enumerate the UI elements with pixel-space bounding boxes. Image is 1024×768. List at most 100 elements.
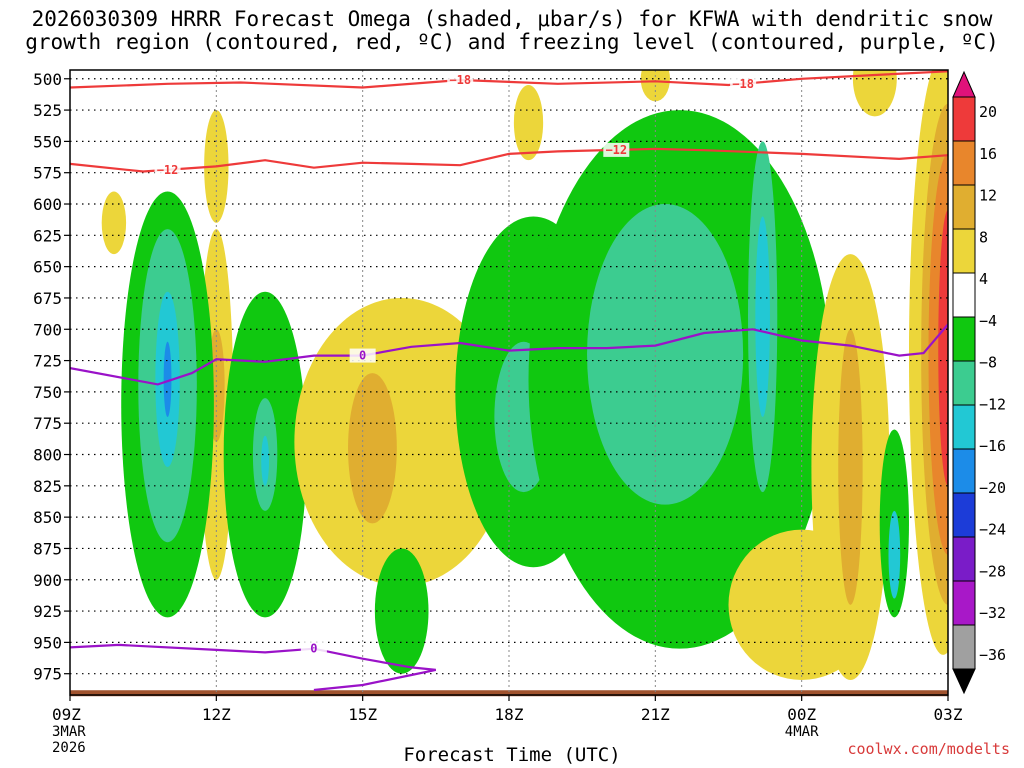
y-tick-label-550: 550 — [33, 132, 62, 151]
y-tick-label-750: 750 — [33, 383, 62, 402]
colorbar-bin-9 — [952, 492, 976, 538]
colorbar-bin-3 — [952, 228, 976, 274]
omega-cell-0 — [101, 191, 127, 255]
freezing-contour-line-1 — [70, 643, 437, 692]
contour-layer: −18 −18 −12 −12 0 0 — [70, 70, 948, 692]
y-tick-label-625: 625 — [33, 226, 62, 245]
x-tick-date-00Z: 4MAR — [785, 724, 819, 740]
chart-title-line-2: growth region (contoured, red, ºC) and f… — [25, 30, 999, 54]
y-tick-label-600: 600 — [33, 195, 62, 214]
colorbar-label-4: 4 — [979, 270, 988, 288]
dgz-contour-line-0 — [70, 70, 948, 89]
y-axis-pressure-ticks: 500 525 550 575 600 625 650 675 700 725 750 775 800 8… — [33, 70, 70, 684]
y-tick-label-675: 675 — [33, 289, 62, 308]
colorbar-bin-2 — [952, 184, 976, 230]
y-tick-label-875: 875 — [33, 539, 62, 558]
chart-title-line-1: 2026030309 HRRR Forecast Omega (shaded, … — [31, 7, 993, 31]
dgz-contour-label-bg-1 — [730, 76, 757, 91]
colorbar-bin-7 — [952, 404, 976, 450]
y-tick-label-975: 975 — [33, 665, 62, 684]
dgz-contour-label-1: −18 — [732, 77, 754, 91]
freezing-contour-label-bg-0 — [349, 348, 376, 363]
colorbar-label-5: −4 — [979, 312, 997, 330]
colorbar-label-3: 8 — [979, 228, 988, 246]
omega-shading-layer — [101, 70, 948, 680]
dgz-contour-line-2 — [70, 147, 948, 173]
x-tick-label-18Z: 18Z — [495, 705, 524, 724]
x-tick-year-09Z: 2026 — [52, 740, 86, 756]
omega-cell-29 — [938, 210, 948, 486]
dgz-contour-label-bg-3 — [603, 142, 630, 157]
y-tick-label-650: 650 — [33, 258, 62, 277]
colorbar-label-10: −24 — [979, 521, 1006, 539]
y-tick-label-800: 800 — [33, 446, 62, 465]
omega-cell-7 — [163, 341, 172, 417]
omega-cell-31 — [852, 70, 897, 117]
colorbar-label-0: 20 — [979, 103, 997, 121]
omega-cell-14 — [513, 85, 544, 161]
x-tick-label-03Z: 03Z — [934, 705, 963, 724]
omega-cell-11 — [294, 297, 510, 587]
colorbar-bin-1 — [952, 140, 976, 186]
y-tick-label-725: 725 — [33, 352, 62, 371]
colorbar-label-2: 12 — [979, 187, 997, 205]
y-tick-label-775: 775 — [33, 414, 62, 433]
y-tick-label-900: 900 — [33, 571, 62, 590]
omega-cell-30 — [640, 70, 670, 102]
omega-colorbar: 20 16 12 8 4 −4 −8 −12 −16 −20 −24 −28 −32 −36 — [952, 70, 1006, 695]
y-tick-label-925: 925 — [33, 602, 62, 621]
ground-terrain-band — [70, 690, 948, 697]
freezing-contour-line-0 — [70, 323, 948, 386]
colorbar-under-arrow — [952, 668, 976, 695]
x-tick-label-12Z: 12Z — [202, 705, 231, 724]
omega-cell-12 — [348, 373, 397, 524]
colorbar-label-7: −12 — [979, 395, 1006, 413]
colorbar-label-8: −16 — [979, 437, 1006, 455]
omega-cell-20 — [755, 216, 770, 417]
colorbar-label-11: −28 — [979, 562, 1006, 580]
y-tick-label-825: 825 — [33, 477, 62, 496]
omega-cell-25 — [888, 510, 901, 599]
x-tick-label-15Z: 15Z — [348, 705, 377, 724]
x-tick-date-09Z: 3MAR — [52, 724, 86, 740]
y-tick-label-850: 850 — [33, 508, 62, 527]
y-tick-label-575: 575 — [33, 164, 62, 183]
omega-cell-23 — [838, 329, 863, 605]
colorbar-bin-10 — [952, 536, 976, 582]
colorbar-label-9: −20 — [979, 479, 1006, 497]
ground-band — [70, 690, 948, 697]
colorbar-label-1: 16 — [979, 145, 997, 163]
site-credit[interactable]: coolwx.com/modelts — [847, 740, 1010, 758]
dgz-contour-label-bg-2 — [154, 162, 181, 177]
freezing-contour-label-0: 0 — [359, 349, 366, 363]
dgz-contour-label-0: −18 — [449, 73, 471, 87]
dgz-contour-label-3: −12 — [605, 143, 627, 157]
dgz-contour-label-bg-0 — [447, 73, 474, 88]
y-tick-label-700: 700 — [33, 320, 62, 339]
colorbar-bin-5 — [952, 316, 976, 362]
colorbar-bin-12 — [952, 624, 976, 670]
x-axis-title: Forecast Time (UTC) — [403, 744, 621, 766]
y-tick-label-500: 500 — [33, 70, 62, 89]
colorbar-bin-4 — [952, 272, 976, 318]
colorbar-label-6: −8 — [979, 354, 997, 372]
grid-lines — [70, 70, 948, 695]
freezing-contour-label-bg-1 — [300, 641, 327, 656]
colorbar-label-12: −32 — [979, 604, 1006, 622]
colorbar-bin-8 — [952, 448, 976, 494]
x-tick-label-21Z: 21Z — [641, 705, 670, 724]
y-tick-label-950: 950 — [33, 633, 62, 652]
omega-cell-10 — [261, 435, 270, 486]
omega-cell-18 — [587, 204, 744, 505]
x-tick-label-09Z: 09Z — [52, 705, 81, 724]
colorbar-bin-6 — [952, 360, 976, 406]
colorbar-bin-0 — [952, 96, 976, 142]
x-tick-label-00Z: 00Z — [787, 705, 816, 724]
dgz-contour-label-2: −12 — [157, 163, 179, 177]
colorbar-label-13: −36 — [979, 646, 1006, 664]
colorbar-over-arrow — [952, 70, 976, 98]
colorbar-bin-11 — [952, 580, 976, 626]
freezing-contour-label-1: 0 — [310, 642, 317, 656]
